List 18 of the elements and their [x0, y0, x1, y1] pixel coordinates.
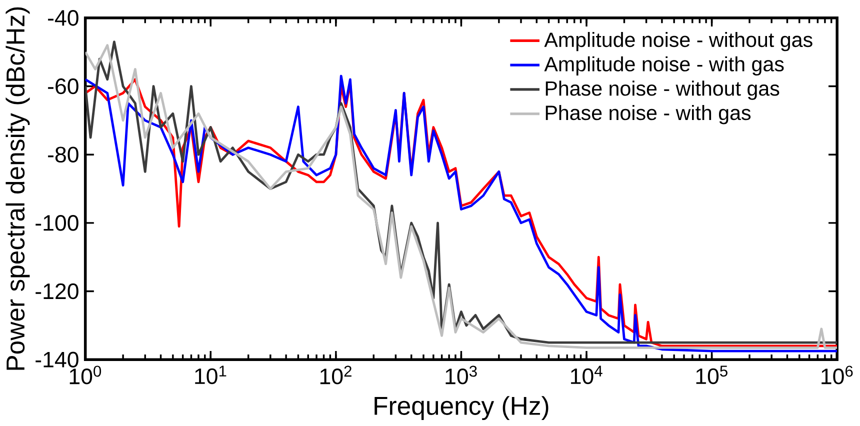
x-tick-label: 10$^{4}$ [571, 366, 602, 384]
legend-label: Phase noise - without gas [546, 80, 780, 100]
x-tick-label: 10$^{2}$ [320, 366, 352, 384]
y-tick-label: -100 [36, 215, 78, 231]
y-tick-label: -80 [48, 146, 78, 163]
x-tick-label: 10$^{3}$ [446, 366, 477, 384]
legend-label: Amplitude noise - without gas [544, 32, 812, 52]
y-tick-label: -40 [48, 10, 78, 26]
x-tick-label: 10$^{1}$ [195, 366, 226, 384]
legend-label: Phase noise - with gas [546, 105, 751, 124]
x-axis-title: Frequency (Hz) [374, 396, 548, 420]
y-axis-title: Power spectral density (dBc/Hz) [6, 7, 30, 370]
y-tick-label: -140 [36, 352, 78, 368]
y-tick-label: -60 [48, 78, 78, 94]
y-tick-label: -120 [36, 284, 78, 300]
legend-label: Amplitude noise - with gas [544, 56, 784, 76]
x-tick-label: 10$^{5}$ [696, 366, 728, 384]
x-tick-label: 10$^{6}$ [822, 366, 853, 384]
